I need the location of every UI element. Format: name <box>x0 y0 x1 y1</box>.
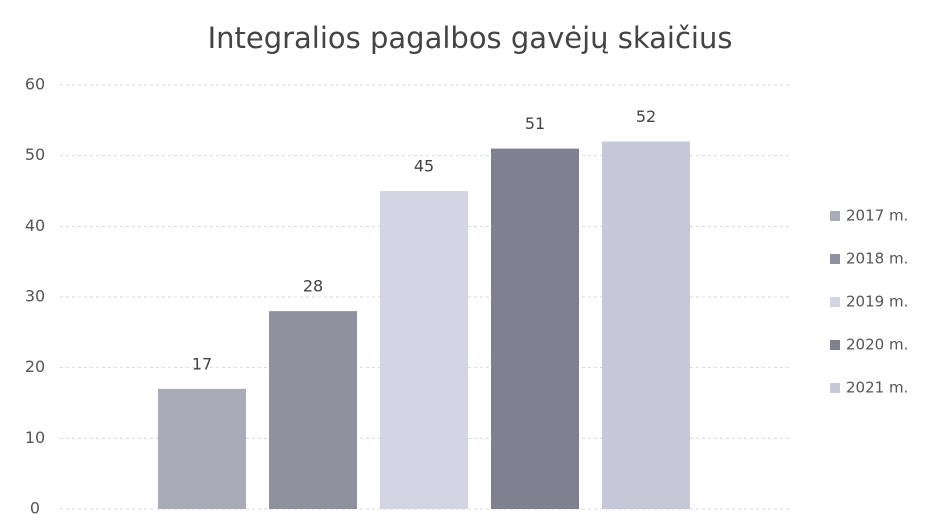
bar <box>491 148 579 509</box>
legend-swatch <box>830 211 840 221</box>
legend-swatch <box>830 254 840 264</box>
legend-swatch <box>830 383 840 393</box>
data-label: 52 <box>636 107 656 126</box>
y-tick-label: 50 <box>25 145 45 164</box>
y-tick-label: 40 <box>25 216 45 235</box>
legend-swatch <box>830 340 840 350</box>
y-tick-label: 0 <box>30 499 40 518</box>
bar <box>158 388 246 509</box>
bar <box>269 311 357 509</box>
legend-label: 2018 m. <box>846 250 908 268</box>
y-tick-label: 20 <box>25 357 45 376</box>
y-tick-label: 30 <box>25 287 45 306</box>
legend-label: 2020 m. <box>846 336 908 354</box>
data-label: 45 <box>414 157 434 176</box>
bar <box>380 191 468 509</box>
data-label: 17 <box>192 354 212 373</box>
bar <box>602 141 690 510</box>
legend-label: 2019 m. <box>846 293 908 311</box>
chart-title: Integralios pagalbos gavėjų skaičius <box>208 21 733 55</box>
data-label: 28 <box>303 277 323 296</box>
legend-label: 2017 m. <box>846 207 908 225</box>
y-tick-label: 60 <box>25 75 45 94</box>
legend-label: 2021 m. <box>846 379 908 397</box>
legend-swatch <box>830 297 840 307</box>
y-tick-label: 10 <box>25 428 45 447</box>
data-label: 51 <box>525 114 545 133</box>
